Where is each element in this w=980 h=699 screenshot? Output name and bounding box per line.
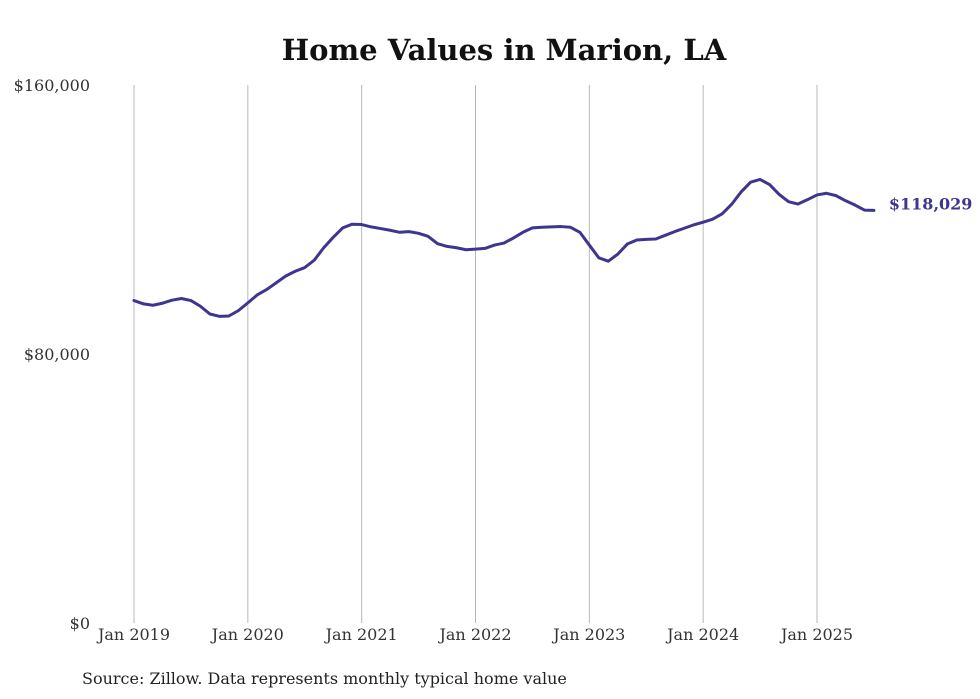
y-axis-ticks: $0 $80,000 $160,000 <box>14 76 90 633</box>
end-value-label: $118,029 <box>889 194 973 213</box>
x-tick-label: Jan 2019 <box>96 625 170 644</box>
x-tick-label: Jan 2022 <box>437 625 511 644</box>
y-tick-label: $0 <box>70 614 90 633</box>
chart-title: Home Values in Marion, LA <box>282 33 727 67</box>
x-tick-label: Jan 2021 <box>324 625 398 644</box>
x-tick-label: Jan 2020 <box>210 625 284 644</box>
x-tick-label: Jan 2023 <box>551 625 625 644</box>
y-tick-label: $160,000 <box>14 76 90 95</box>
series-line-0 <box>132 177 876 318</box>
y-tick-label: $80,000 <box>24 345 90 364</box>
source-note: Source: Zillow. Data represents monthly … <box>82 669 567 688</box>
gridlines <box>133 85 818 623</box>
series-layer <box>132 177 876 318</box>
x-tick-label: Jan 2024 <box>665 625 739 644</box>
x-tick-label: Jan 2025 <box>779 625 853 644</box>
x-axis-ticks: Jan 2019 Jan 2020 Jan 2021 Jan 2022 Jan 2023… <box>96 625 853 644</box>
